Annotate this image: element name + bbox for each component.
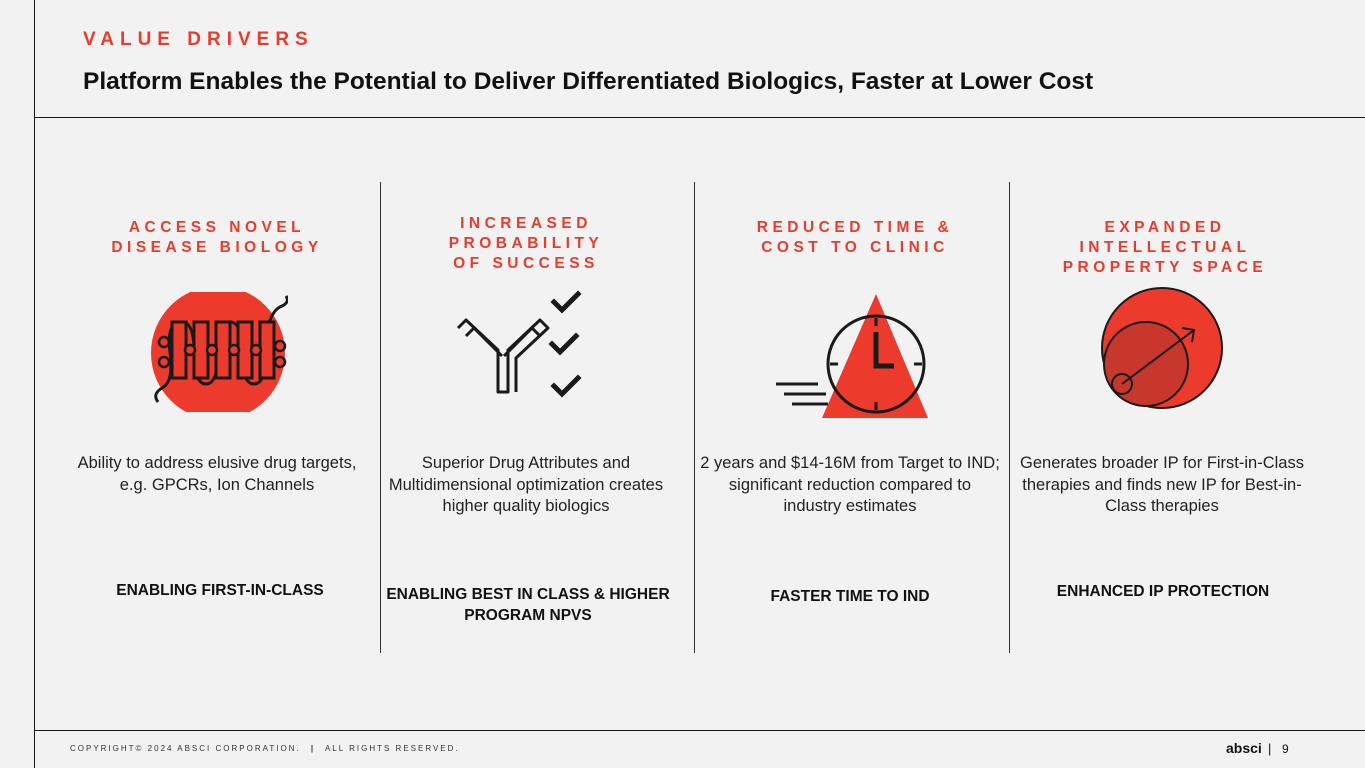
expanding-circle-icon	[1101, 287, 1223, 409]
heading-increased-probability-of-success: INCREASED PROBABILITY OF SUCCESS	[448, 215, 604, 272]
column-divider	[694, 182, 695, 653]
description-reduced-time: 2 years and $14-16M from Target to IND; …	[700, 454, 1000, 515]
tagline-enhanced-ip-protection: ENHANCED IP PROTECTION	[1056, 583, 1270, 600]
column-heading-reduced-time: REDUCED TIME & COST TO CLINIC	[705, 200, 1005, 258]
heading-access-novel-disease-biology: ACCESS NOVEL DISEASE BIOLOGY	[111, 219, 323, 256]
fast-clock-icon	[776, 294, 928, 418]
rights-text: ALL RIGHTS RESERVED.	[324, 744, 460, 753]
page-separator: |	[1268, 741, 1272, 756]
description-increased-probability: Superior Drug Attributes and Multidimens…	[388, 454, 664, 515]
membrane-protein-icon	[151, 292, 288, 412]
copyright-text: COPYRIGHT© 2024 ABSCI CORPORATION.	[70, 744, 301, 753]
left-vertical-rule	[34, 0, 35, 768]
page-title: Platform Enables the Potential to Delive…	[83, 68, 1094, 95]
section-eyebrow: VALUE DRIVERS	[83, 29, 314, 50]
column-heading-increased-probability: INCREASED PROBABILITY OF SUCCESS	[376, 200, 676, 274]
column-heading-access-novel: ACCESS NOVEL DISEASE BIOLOGY	[67, 200, 367, 258]
column-divider	[380, 182, 381, 653]
header-divider	[34, 117, 1365, 118]
page-number: 9	[1282, 742, 1289, 756]
tagline-enabling-best-in-class: ENABLING BEST IN CLASS & HIGHER PROGRAM …	[386, 586, 670, 624]
tagline-enabling-first-in-class: ENABLING FIRST-IN-CLASS	[116, 582, 324, 599]
footer-separator: |	[310, 744, 316, 753]
footer-divider	[34, 730, 1365, 731]
column-divider	[1009, 182, 1010, 653]
heading-expanded-intellectual-property-space: EXPANDED INTELLECTUAL PROPERTY SPACE	[1062, 219, 1268, 276]
antibody-checkmarks-icon	[456, 290, 582, 398]
absci-logo: absci	[1226, 740, 1262, 756]
column-heading-expanded-ip: EXPANDED INTELLECTUAL PROPERTY SPACE	[1015, 200, 1315, 278]
description-access-novel: Ability to address elusive drug targets,…	[77, 454, 357, 494]
description-expanded-ip: Generates broader IP for First-in-Class …	[1020, 454, 1304, 515]
heading-reduced-time-cost-to-clinic: REDUCED TIME & COST TO CLINIC	[756, 219, 954, 256]
footer-copyright: COPYRIGHT© 2024 ABSCI CORPORATION. | ALL…	[70, 744, 460, 753]
tagline-faster-time-to-ind: FASTER TIME TO IND	[770, 588, 930, 605]
